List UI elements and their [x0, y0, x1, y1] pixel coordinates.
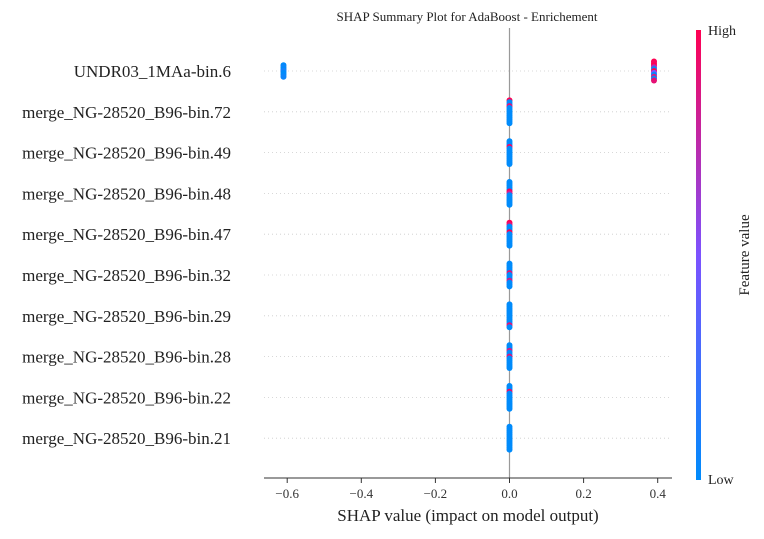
- shap-point: [506, 242, 513, 249]
- feature-rows: UNDR03_1MAa-bin.6 merge_NG-28520_B96-bin.…: [22, 62, 672, 448]
- shap-point: [506, 365, 513, 371]
- x-tick-label: −0.4: [350, 486, 374, 501]
- feature-label: merge_NG-28520_B96-bin.32: [22, 266, 231, 285]
- shap-point: [280, 73, 287, 80]
- x-tick-label: 0.0: [501, 486, 517, 501]
- feature-label: merge_NG-28520_B96-bin.47: [22, 225, 231, 244]
- feature-label: merge_NG-28520_B96-bin.49: [22, 144, 231, 163]
- shap-point: [506, 446, 513, 453]
- shap-point: [506, 161, 513, 167]
- x-tick-label: −0.6: [275, 486, 299, 501]
- feature-label: merge_NG-28520_B96-bin.21: [22, 429, 231, 448]
- x-axis-ticks: −0.6 −0.4 −0.2 0.0 0.2 0.4: [275, 478, 666, 501]
- shap-point: [506, 283, 513, 290]
- feature-label: merge_NG-28520_B96-bin.48: [22, 184, 231, 203]
- shap-point: [506, 405, 513, 412]
- colorbar-high-label: High: [708, 24, 736, 39]
- feature-label: merge_NG-28520_B96-bin.29: [22, 307, 231, 326]
- feature-label: merge_NG-28520_B96-bin.22: [22, 388, 231, 407]
- x-tick-label: 0.2: [575, 486, 591, 501]
- feature-label: UNDR03_1MAa-bin.6: [74, 62, 231, 81]
- shap-point: [506, 120, 513, 127]
- colorbar: [696, 30, 701, 480]
- feature-label: merge_NG-28520_B96-bin.28: [22, 348, 231, 367]
- x-axis-label: SHAP value (impact on model output): [337, 506, 598, 525]
- shap-point: [506, 324, 513, 331]
- chart-title: SHAP Summary Plot for AdaBoost - Enriche…: [337, 9, 598, 24]
- shap-point: [506, 201, 513, 208]
- points-layer: [280, 58, 657, 453]
- x-tick-label: 0.4: [650, 486, 667, 501]
- colorbar-title: Feature value: [737, 214, 753, 296]
- x-tick-label: −0.2: [424, 486, 448, 501]
- feature-label: merge_NG-28520_B96-bin.72: [22, 103, 231, 122]
- shap-point: [650, 77, 657, 84]
- colorbar-low-label: Low: [708, 473, 735, 488]
